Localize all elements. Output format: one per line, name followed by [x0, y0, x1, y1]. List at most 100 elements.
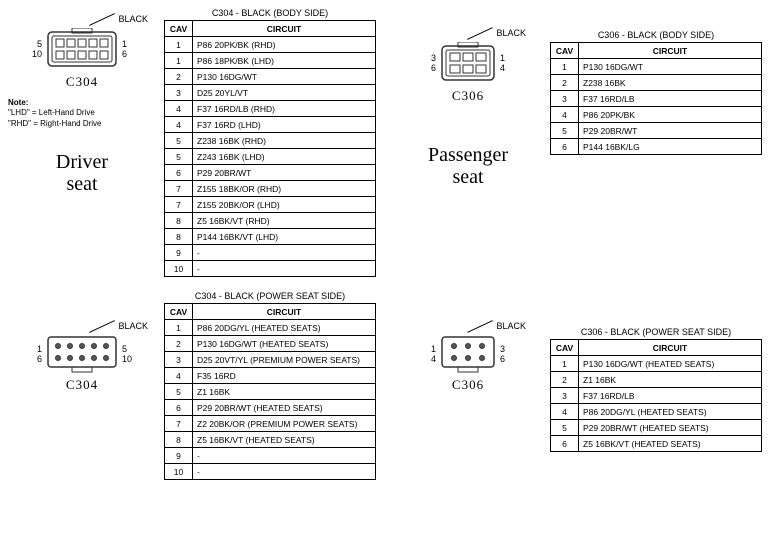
connector-c304-body: BLACK 5 10: [28, 28, 136, 90]
table-title: C304 - BLACK (POWER SEAT SIDE): [164, 291, 376, 301]
cell-cav: 1: [551, 59, 579, 75]
cell-cav: 9: [165, 448, 193, 464]
table-row: 10-: [165, 464, 376, 480]
cell-circuit: P86 18PK/BK (LHD): [193, 53, 376, 69]
black-label: BLACK: [88, 14, 148, 24]
cell-cav: 7: [165, 197, 193, 213]
table-row: 2Z238 16BK: [551, 75, 762, 91]
cell-circuit: Z243 16BK (LHD): [193, 149, 376, 165]
table-c306-body: C306 - BLACK (BODY SIDE) CAV CIRCUIT 1P1…: [550, 30, 762, 155]
cell-cav: 9: [165, 245, 193, 261]
black-label: BLACK: [466, 321, 526, 331]
table-row: 6P29 20BR/WT: [165, 165, 376, 181]
cell-circuit: Z5 16BK/VT (HEATED SEATS): [579, 436, 762, 452]
pin-num: 5: [122, 344, 136, 354]
connector-name: C306: [452, 377, 484, 393]
cell-circuit: D25 20VT/YL (PREMIUM POWER SEATS): [193, 352, 376, 368]
pin-num: 6: [28, 354, 42, 364]
connector-name: C304: [66, 74, 98, 90]
quad-c306-body: BLACK 3 6: [394, 8, 762, 277]
cell-cav: 10: [165, 464, 193, 480]
cell-circuit: Z5 16BK/VT (RHD): [193, 213, 376, 229]
table-row: 5Z1 16BK: [165, 384, 376, 400]
cell-cav: 2: [165, 336, 193, 352]
cell-circuit: F37 16RD/LB (RHD): [193, 101, 376, 117]
table-c304-body: C304 - BLACK (BODY SIDE) CAV CIRCUIT 1P8…: [164, 8, 376, 277]
cell-circuit: P86 20PK/BK (RHD): [193, 37, 376, 53]
cell-cav: 4: [551, 107, 579, 123]
pin-num: 4: [500, 63, 514, 73]
table-row: 4F37 16RD/LB (RHD): [165, 101, 376, 117]
cell-circuit: F37 16RD (LHD): [193, 117, 376, 133]
connector-name: C304: [66, 377, 98, 393]
cell-cav: 5: [165, 149, 193, 165]
cell-cav: 8: [165, 213, 193, 229]
cell-circuit: Z2 20BK/OR (PREMIUM POWER SEATS): [193, 416, 376, 432]
black-label: BLACK: [466, 28, 526, 38]
table-row: 4F35 16RD: [165, 368, 376, 384]
seat-title-driver: Driver seat: [56, 151, 108, 195]
connector-icon: [46, 335, 118, 373]
table-row: 4P86 20DG/YL (HEATED SEATS): [551, 404, 762, 420]
table-row: 3F37 16RD/LB: [551, 388, 762, 404]
cell-circuit: P86 20DG/YL (HEATED SEATS): [193, 320, 376, 336]
cell-cav: 2: [551, 75, 579, 91]
cell-circuit: D25 20YL/VT: [193, 85, 376, 101]
seat-title-passenger: Passenger seat: [428, 144, 508, 188]
table-row: 6Z5 16BK/VT (HEATED SEATS): [551, 436, 762, 452]
cell-cav: 4: [165, 117, 193, 133]
cell-circuit: Z238 16BK (RHD): [193, 133, 376, 149]
cell-circuit: P29 20BR/WT: [193, 165, 376, 181]
quad-c304-power: BLACK 1 6: [8, 291, 376, 480]
cell-cav: 5: [165, 133, 193, 149]
quad-c304-body: BLACK 5 10: [8, 8, 376, 277]
cell-circuit: -: [193, 448, 376, 464]
col-circuit: CIRCUIT: [193, 21, 376, 37]
table-title: C304 - BLACK (BODY SIDE): [164, 8, 376, 18]
connector-icon: [440, 42, 496, 84]
table-row: 9-: [165, 448, 376, 464]
cell-cav: 4: [165, 368, 193, 384]
col-circuit: CIRCUIT: [579, 340, 762, 356]
cell-circuit: Z155 20BK/OR (LHD): [193, 197, 376, 213]
table-row: 6P29 20BR/WT (HEATED SEATS): [165, 400, 376, 416]
cell-circuit: Z1 16BK: [579, 372, 762, 388]
cell-cav: 6: [165, 165, 193, 181]
col-circuit: CIRCUIT: [193, 304, 376, 320]
pin-num: 10: [122, 354, 136, 364]
table-row: 8Z5 16BK/VT (HEATED SEATS): [165, 432, 376, 448]
cell-circuit: -: [193, 261, 376, 277]
table-row: 4P86 20PK/BK: [551, 107, 762, 123]
cell-cav: 5: [551, 123, 579, 139]
note-title: Note:: [8, 98, 28, 107]
cell-cav: 3: [165, 352, 193, 368]
table-row: 10-: [165, 261, 376, 277]
table-title: C306 - BLACK (POWER SEAT SIDE): [550, 327, 762, 337]
cell-circuit: P130 16DG/WT: [579, 59, 762, 75]
table-row: 5P29 20BR/WT: [551, 123, 762, 139]
cell-cav: 1: [165, 53, 193, 69]
cell-cav: 3: [551, 388, 579, 404]
table-row: 1P86 20PK/BK (RHD): [165, 37, 376, 53]
pin-num: 3: [500, 344, 514, 354]
table-row: 7Z155 18BK/OR (RHD): [165, 181, 376, 197]
cell-cav: 3: [551, 91, 579, 107]
cell-cav: 8: [165, 432, 193, 448]
pin-num: 5: [28, 39, 42, 49]
cell-circuit: -: [193, 464, 376, 480]
pin-num: 3: [422, 53, 436, 63]
table-row: 9-: [165, 245, 376, 261]
table-row: 8Z5 16BK/VT (RHD): [165, 213, 376, 229]
cell-cav: 6: [551, 436, 579, 452]
pinout-table: CAV CIRCUIT 1P130 16DG/WT2Z238 16BK3F37 …: [550, 42, 762, 155]
cell-circuit: Z155 18BK/OR (RHD): [193, 181, 376, 197]
black-label: BLACK: [88, 321, 148, 331]
pin-num: 1: [122, 39, 136, 49]
pinout-table: CAV CIRCUIT 1P130 16DG/WT (HEATED SEATS)…: [550, 339, 762, 452]
cell-cav: 5: [165, 384, 193, 400]
note-rhd: "RHD" = Right-Hand Drive: [8, 119, 101, 128]
col-cav: CAV: [551, 43, 579, 59]
left-col-c306-power: BLACK 1 4: [394, 291, 542, 393]
pin-num: 4: [422, 354, 436, 364]
pinout-table: CAV CIRCUIT 1P86 20DG/YL (HEATED SEATS)2…: [164, 303, 376, 480]
